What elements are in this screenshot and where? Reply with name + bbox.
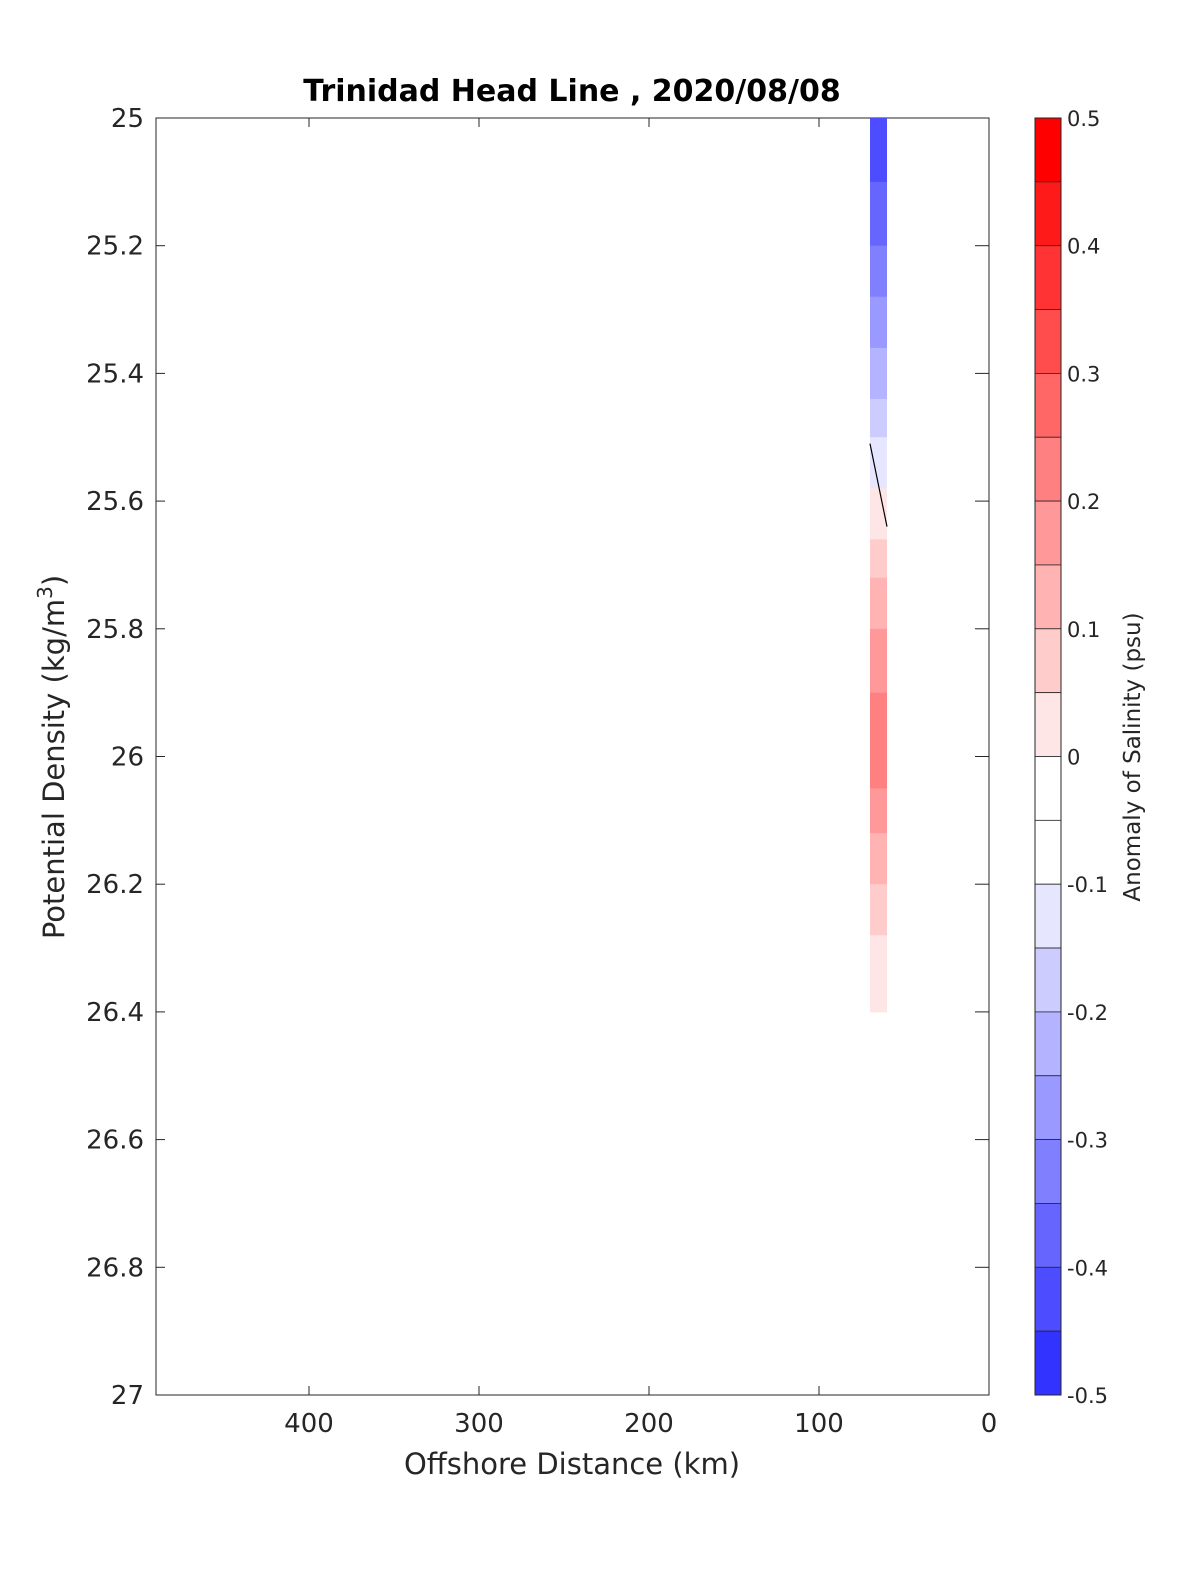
colorbar-tick-label-4: 0.1 xyxy=(1067,618,1100,642)
anomaly-band-4 xyxy=(870,347,887,400)
colorbar-segment-5 xyxy=(1034,436,1062,502)
anomaly-band-2 xyxy=(870,245,887,298)
colorbar-segment-11 xyxy=(1034,819,1062,885)
colorbar-ticks: 0.5 0.4 0.3 0.2 0.1 0 -0.1 -0.2 -0.3 -0.4 -0.5 xyxy=(1067,107,1108,1408)
colorbar-segment-0 xyxy=(1034,117,1062,183)
colorbar-segment-17 xyxy=(1034,1203,1062,1268)
colorbar-segment-6 xyxy=(1034,500,1062,566)
colorbar-tick-label-3: 0.2 xyxy=(1067,490,1100,514)
colorbar-segment-13 xyxy=(1034,947,1062,1013)
colorbar-segment-15 xyxy=(1034,1075,1062,1140)
colorbar-tick-label-8: -0.3 xyxy=(1067,1129,1108,1153)
colorbar-segment-8 xyxy=(1034,628,1062,694)
y-axis-label-main: Potential Density (kg/m xyxy=(37,599,71,939)
plot-area xyxy=(155,117,990,1396)
colorbar-segment-4 xyxy=(1034,372,1062,438)
colorbar-segment-3 xyxy=(1034,309,1062,374)
colorbar-tick-label-0: 0.5 xyxy=(1067,107,1100,131)
anomaly-band-15 xyxy=(870,935,887,1013)
anomaly-band-6 xyxy=(870,437,887,489)
colorbar-segment-1 xyxy=(1034,181,1062,247)
chart-title: Trinidad Head Line , 2020/08/08 xyxy=(303,74,840,109)
anomaly-band-5 xyxy=(870,398,887,438)
salinity-anomaly-strip xyxy=(870,118,887,1013)
colorbar-segment-14 xyxy=(1034,1011,1062,1077)
colorbar-tick-label-9: -0.4 xyxy=(1067,1256,1108,1280)
y-tick-label-3: 25.6 xyxy=(86,487,144,517)
y-tick-label-2: 25.4 xyxy=(86,359,144,389)
anomaly-band-10 xyxy=(870,628,887,694)
anomaly-band-12 xyxy=(870,788,887,834)
y-axis-ticks: 25 25.2 25.4 25.6 25.8 26 26.2 26.4 26.6 26.8 27 xyxy=(86,104,989,1411)
colorbar-tick-label-6: -0.1 xyxy=(1067,873,1108,897)
anomaly-band-7 xyxy=(870,488,887,540)
zero-contour-line xyxy=(869,443,888,527)
y-tick-label-9: 26.8 xyxy=(86,1253,144,1283)
colorbar-tick-label-10: -0.5 xyxy=(1067,1384,1108,1408)
y-tick-label-1: 25.2 xyxy=(86,232,144,262)
y-tick-label-7: 26.4 xyxy=(86,998,144,1028)
x-tick-label-2: 200 xyxy=(624,1409,674,1439)
y-tick-label-5: 26 xyxy=(111,743,144,773)
y-axis-label: Potential Density (kg/m3) xyxy=(33,575,71,939)
anomaly-band-13 xyxy=(870,833,887,885)
anomaly-band-9 xyxy=(870,577,887,630)
colorbar-segment-9 xyxy=(1034,692,1062,757)
colorbar-tick-label-1: 0.4 xyxy=(1067,235,1100,259)
y-tick-label-6: 26.2 xyxy=(86,870,144,900)
y-tick-label-0: 25 xyxy=(111,104,144,134)
y-axis-label-close: ) xyxy=(37,575,71,586)
anomaly-band-14 xyxy=(870,884,887,936)
y-tick-label-4: 25.8 xyxy=(86,615,144,645)
colorbar-tick-label-7: -0.2 xyxy=(1067,1001,1108,1025)
colorbar-segment-2 xyxy=(1034,245,1062,310)
colorbar-segment-19 xyxy=(1034,1330,1062,1396)
colorbar-segment-18 xyxy=(1034,1266,1062,1332)
y-axis-label-superscript: 3 xyxy=(33,586,57,599)
colorbar-segment-16 xyxy=(1034,1139,1062,1204)
anomaly-band-0 xyxy=(870,118,887,183)
y-tick-label-10: 27 xyxy=(111,1381,144,1411)
colorbar-frame xyxy=(1034,117,1062,1396)
x-tick-label-3: 100 xyxy=(794,1409,844,1439)
anomaly-band-1 xyxy=(870,181,887,247)
colorbar-segment-10 xyxy=(1034,756,1062,821)
x-tick-label-1: 300 xyxy=(454,1409,504,1439)
x-tick-label-4: 0 xyxy=(981,1409,998,1439)
plot-background xyxy=(156,118,989,1395)
anomaly-band-3 xyxy=(870,296,887,349)
zero-contour-path xyxy=(869,443,888,527)
colorbar xyxy=(1034,117,1062,1396)
colorbar-tick-label-5: 0 xyxy=(1067,746,1080,770)
y-tick-label-8: 26.6 xyxy=(86,1126,144,1156)
colorbar-label: Anomaly of Salinity (psu) xyxy=(1120,612,1146,901)
x-axis-ticks: 400 300 200 100 0 xyxy=(284,118,997,1439)
x-axis-label: Offshore Distance (km) xyxy=(404,1447,740,1481)
x-tick-label-0: 400 xyxy=(284,1409,334,1439)
colorbar-segment-12 xyxy=(1034,883,1062,949)
anomaly-band-8 xyxy=(870,539,887,579)
colorbar-segment-7 xyxy=(1034,564,1062,630)
colorbar-tick-label-2: 0.3 xyxy=(1067,362,1100,386)
anomaly-band-11 xyxy=(870,692,887,789)
